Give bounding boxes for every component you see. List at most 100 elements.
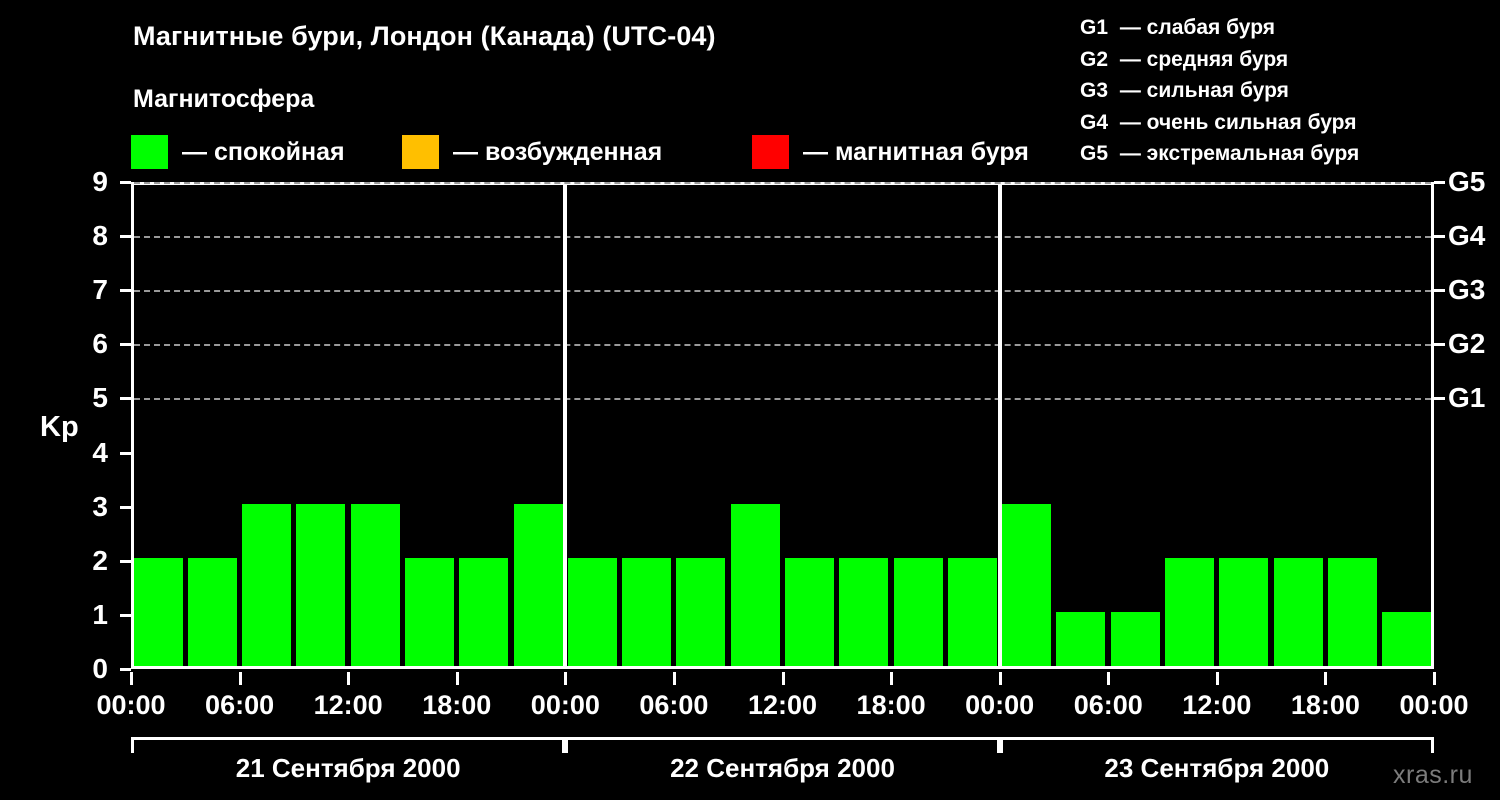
bar <box>839 557 888 666</box>
g-scale-tick-label: G2 <box>1448 328 1486 360</box>
x-axis-tick-mark <box>238 672 242 685</box>
gscale-code: G1 <box>1080 16 1109 39</box>
day-bracket <box>565 737 1000 753</box>
legend-color-swatch <box>752 135 789 169</box>
day-separator <box>998 185 1002 666</box>
gscale-code: G2 <box>1080 47 1109 71</box>
bar <box>1056 611 1105 666</box>
day-label: 23 Сентября 2000 <box>1104 753 1330 783</box>
g-scale-tick-mark <box>1434 289 1445 293</box>
bar <box>1219 557 1268 666</box>
x-axis-tick-label: 06:00 <box>1073 690 1143 720</box>
bar <box>1002 503 1051 666</box>
x-axis-tick-label: 00:00 <box>530 690 600 720</box>
gscale-description: — очень сильная буря <box>1119 110 1357 134</box>
legend-color-swatch <box>402 135 439 169</box>
gridline <box>134 236 1431 239</box>
gscale-legend: G1 — слабая буря G2 — средняя буря G3 — си… <box>1080 12 1359 170</box>
gridline <box>134 398 1431 401</box>
y-axis-tick-mark <box>120 451 131 455</box>
y-axis-tick-mark <box>120 397 131 401</box>
bar <box>1382 611 1431 666</box>
x-axis-tick-label: 18:00 <box>1290 690 1360 720</box>
gridline <box>134 290 1431 293</box>
page-title: Магнитные бури, Лондон (Канада) (UTC-04) <box>133 21 716 51</box>
y-axis-tick-label: 8 <box>92 220 108 252</box>
legend-label: — магнитная буря <box>803 137 1029 166</box>
x-axis-tick-mark <box>998 672 1002 685</box>
x-axis-tick-mark <box>1107 672 1111 685</box>
bar <box>731 503 780 666</box>
bar <box>948 557 997 666</box>
y-axis-tick-mark <box>120 505 131 509</box>
gscale-description: — экстремальная буря <box>1119 142 1360 165</box>
magnetosphere-legend-item: — магнитная буря <box>752 134 1029 170</box>
bar <box>188 557 237 666</box>
x-axis-tick-label: 00:00 <box>1399 690 1469 720</box>
day-label: 21 Сентября 2000 <box>235 753 461 783</box>
gscale-legend-row: G2 — средняя буря <box>1080 44 1359 76</box>
bar <box>134 557 183 666</box>
gscale-description: — средняя буря <box>1119 47 1289 71</box>
y-axis-tick-mark <box>120 181 131 184</box>
gscale-legend-row: G5 — экстремальная буря <box>1080 138 1359 170</box>
gscale-description: — сильная буря <box>1119 79 1289 102</box>
bar <box>459 557 508 666</box>
legend-label: — спокойная <box>182 137 345 166</box>
day-label: 22 Сентября 2000 <box>670 753 895 783</box>
gridline <box>134 182 1431 184</box>
x-axis-tick-mark <box>1215 672 1219 685</box>
chart-plot-area <box>131 182 1434 669</box>
bar-series <box>134 185 1431 666</box>
g-scale-tick-label: G1 <box>1448 382 1486 414</box>
y-axis-tick-label: 6 <box>92 328 108 360</box>
y-axis-tick-mark <box>120 289 131 293</box>
y-axis-tick-mark <box>120 613 131 617</box>
y-axis-tick-label: 2 <box>92 544 108 576</box>
bar <box>568 557 617 666</box>
g-scale-tick-label: G3 <box>1448 274 1486 306</box>
x-axis-tick-label: 12:00 <box>1182 690 1252 720</box>
y-axis-tick-mark <box>120 343 131 347</box>
y-axis-left-labels: 0 1 2 3 4 5 6 7 8 9 <box>78 0 108 800</box>
magnetosphere-heading: Магнитосфера <box>133 85 315 113</box>
y-axis-tick-label: 4 <box>92 436 108 468</box>
x-axis-tick-label: 12:00 <box>313 690 383 720</box>
bar <box>1328 557 1377 666</box>
bar <box>514 503 563 666</box>
bar <box>296 503 345 666</box>
watermark: xras.ru <box>1393 761 1473 789</box>
g-scale-tick-mark <box>1434 181 1445 184</box>
bar <box>1111 611 1160 666</box>
magnetosphere-legend-item: — спокойная <box>131 134 345 170</box>
y-axis-tick-label: 7 <box>92 274 108 306</box>
x-axis-tick-mark <box>672 672 676 685</box>
x-axis-tick-mark <box>890 672 894 685</box>
gridline <box>134 344 1431 347</box>
g-scale-tick-label: G5 <box>1448 166 1486 197</box>
y-axis-tick-label: 1 <box>92 598 108 630</box>
x-axis-tick-label: 06:00 <box>205 690 275 720</box>
gscale-legend-row: G1 — слабая буря <box>1080 12 1359 44</box>
x-axis-tick-label: 06:00 <box>639 690 709 720</box>
gscale-code: G3 <box>1080 79 1109 102</box>
day-bracket <box>131 737 566 753</box>
legend-label: — возбужденная <box>453 137 663 166</box>
plot-inner <box>134 182 1431 666</box>
y-axis-tick-mark <box>120 668 131 671</box>
gscale-legend-row: G3 — сильная буря <box>1080 75 1359 107</box>
y-axis-label: Kp <box>40 411 79 443</box>
bar <box>622 557 671 666</box>
bar <box>351 503 400 666</box>
legend-color-swatch <box>131 135 168 169</box>
magnetosphere-legend-item: — возбужденная <box>402 134 662 170</box>
bar <box>1165 557 1214 666</box>
x-axis-tick-mark <box>130 672 133 685</box>
g-scale-tick-mark <box>1434 397 1445 401</box>
x-axis-tick-mark <box>347 672 351 685</box>
x-axis-tick-label: 12:00 <box>747 690 818 720</box>
gscale-code: G4 <box>1080 110 1109 134</box>
y-axis-tick-label: 0 <box>92 653 108 684</box>
y-axis-tick-label: 3 <box>92 490 108 522</box>
g-scale-tick-mark <box>1434 235 1445 239</box>
